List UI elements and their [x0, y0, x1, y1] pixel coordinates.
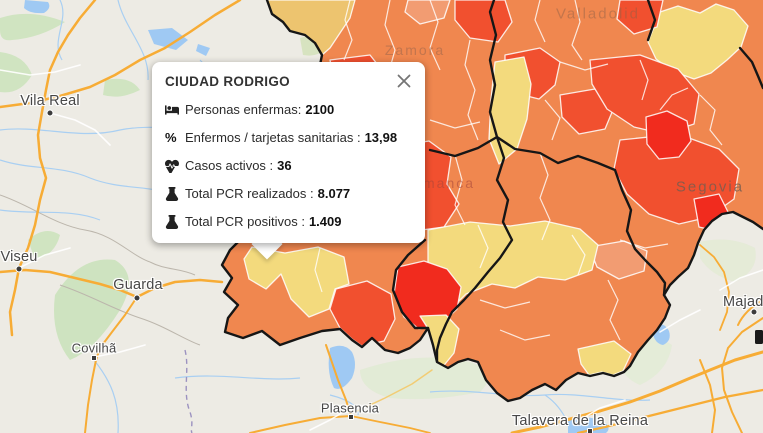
stat-label: Total PCR positivos :	[185, 214, 305, 229]
province-label-zamora: Zamora	[384, 42, 446, 58]
city-marker-covilha	[91, 355, 97, 361]
city-marker-majadahonda	[750, 308, 758, 316]
city-marker-viseu	[15, 265, 23, 273]
stat-label: Total PCR realizados :	[185, 186, 314, 201]
stat-value: 13,98	[364, 130, 398, 145]
percent-icon: %	[165, 130, 177, 145]
city-label-vila-real: Vila Real	[20, 93, 80, 109]
admin-boundaries	[0, 194, 201, 433]
flask-icon	[165, 214, 185, 229]
road-shield	[755, 330, 763, 344]
flask-icon	[165, 186, 185, 201]
stat-value: 2100	[305, 102, 335, 117]
city-label-plasencia: Plasencia	[320, 400, 380, 416]
info-window-title: CIUDAD RODRIGO	[165, 74, 290, 89]
municipality-region[interactable]	[645, 110, 692, 160]
municipality-region[interactable]	[404, 0, 451, 25]
province-borders	[391, 0, 763, 364]
city-label-viseu: Viseu	[0, 249, 38, 265]
municipal-boundaries	[314, 0, 723, 341]
stat-label: Enfermos / tarjetas sanitarias :	[185, 130, 361, 145]
stat-label: Personas enfermas:	[185, 102, 302, 117]
city-marker-plasencia	[348, 414, 354, 420]
municipality-region[interactable]	[243, 246, 350, 318]
province-label-valladolid: Valladolid	[556, 5, 640, 23]
stat-row-porcentaje: % Enfermos / tarjetas sanitarias : 13,98	[165, 130, 411, 145]
city-marker-talavera	[587, 428, 593, 433]
bed-icon	[165, 103, 185, 117]
city-label-majadahonda: Majadahonda	[723, 294, 763, 310]
stat-value: 8.077	[317, 186, 351, 201]
stat-row-pcr-realizados: Total PCR realizados : 8.077	[165, 186, 411, 201]
close-button[interactable]	[396, 73, 412, 89]
close-icon	[397, 74, 411, 88]
stat-row-casos-activos: Casos activos : 36	[165, 158, 411, 173]
city-label-talavera: Talavera de la Reina	[511, 413, 649, 429]
city-label-covilha: Covilhã	[71, 340, 117, 356]
city-marker-vila-real	[46, 109, 54, 117]
stat-label: Casos activos :	[185, 158, 274, 173]
stat-value: 36	[277, 158, 292, 173]
heartbeat-icon	[165, 159, 185, 173]
city-marker-guarda	[133, 294, 141, 302]
stat-row-pcr-positivos: Total PCR positivos : 1.409	[165, 214, 411, 229]
city-label-guarda: Guarda	[113, 277, 163, 293]
municipality-region[interactable]	[454, 0, 513, 43]
info-window: CIUDAD RODRIGO Personas enfermas: 2100 %…	[152, 62, 425, 243]
stat-row-personas-enfermas: Personas enfermas: 2100	[165, 102, 411, 117]
stat-value: 1.409	[308, 214, 342, 229]
province-label-segovia: Segovia	[675, 178, 745, 196]
